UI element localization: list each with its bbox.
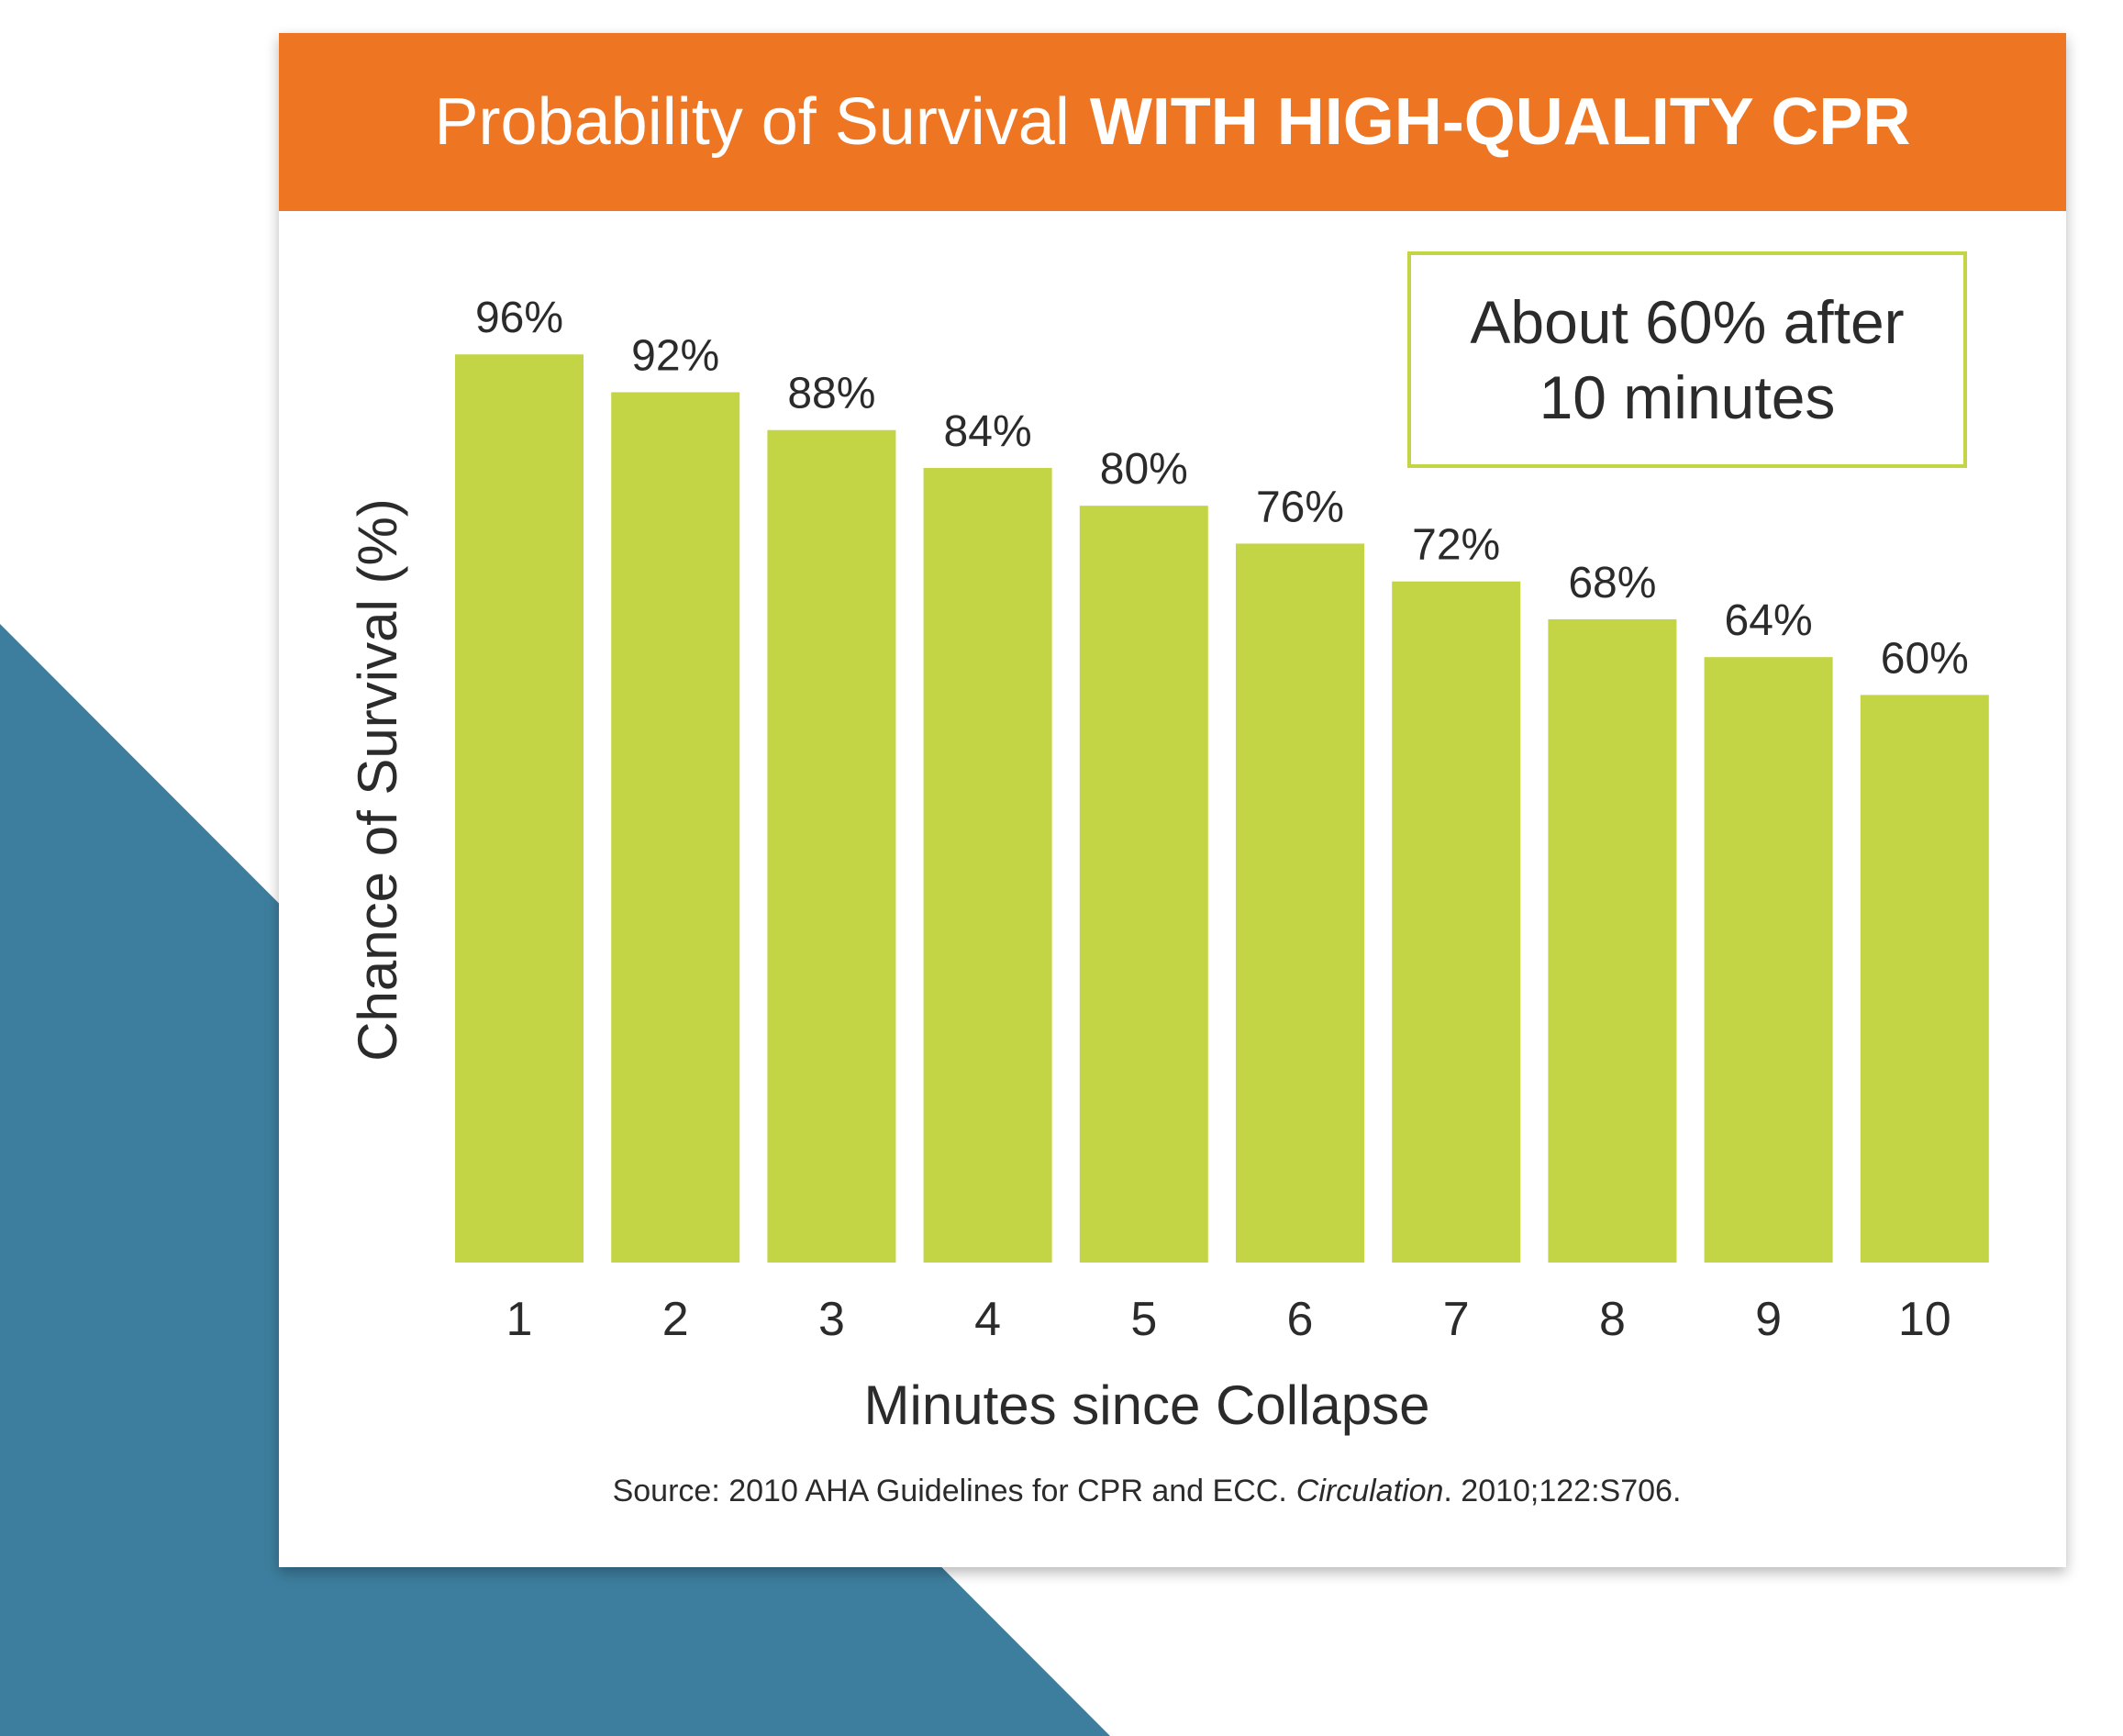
chart-card: Probability of Survival WITH HIGH-QUALIT…	[279, 33, 2066, 1567]
x-tick-label: 1	[506, 1293, 533, 1346]
chart-title-bold: WITH HIGH-QUALITY CPR	[1089, 85, 1911, 159]
bar-minute-7	[1392, 581, 1521, 1263]
callout-text: About 60% after 10 minutes	[1470, 288, 1905, 431]
bar-value-label: 92%	[631, 331, 719, 380]
bars-group	[455, 354, 1989, 1263]
bar-minute-5	[1079, 506, 1208, 1263]
x-axis-label: Minutes since Collapse	[864, 1374, 1430, 1436]
value-labels-group: 96% 92% 88% 84% 80% 76% 72% 68% 64% 60%	[475, 294, 1969, 683]
x-tick-label: 10	[1898, 1293, 1951, 1346]
bar-minute-9	[1704, 657, 1833, 1263]
x-tick-label: 5	[1130, 1293, 1157, 1346]
bar-value-label: 84%	[944, 407, 1032, 456]
bar-minute-8	[1548, 618, 1677, 1263]
bar-chart: 96% 92% 88% 84% 80% 76% 72% 68% 64% 60% 1 2 3 4 5 6 7 8 9…	[347, 294, 1989, 1508]
x-tick-label: 9	[1755, 1293, 1782, 1346]
bar-value-label: 64%	[1725, 596, 1813, 645]
bar-minute-2	[611, 392, 740, 1263]
x-tick-label: 6	[1287, 1293, 1314, 1346]
bar-value-label: 76%	[1256, 483, 1344, 531]
x-tick-label: 8	[1599, 1293, 1626, 1346]
bar-minute-1	[455, 354, 584, 1263]
bar-minute-6	[1236, 543, 1364, 1263]
x-tick-label: 4	[974, 1293, 1001, 1346]
bar-value-label: 68%	[1568, 559, 1656, 607]
bar-minute-4	[923, 467, 1052, 1263]
bar-value-label: 88%	[787, 370, 875, 418]
chart-title-light: Probability of Survival	[434, 85, 1070, 159]
bar-minute-3	[767, 429, 896, 1263]
bar-minute-10	[1860, 695, 1989, 1263]
callout-box: About 60% after 10 minutes	[1407, 251, 1967, 468]
y-axis-label: Chance of Survival (%)	[347, 498, 408, 1062]
x-tick-label: 2	[662, 1293, 689, 1346]
bar-value-label: 80%	[1100, 445, 1188, 494]
chart-header: Probability of Survival WITH HIGH-QUALIT…	[279, 33, 2066, 211]
source-prefix: Source: 2010 AHA Guidelines for CPR and …	[613, 1474, 1287, 1508]
x-tick-label: 3	[818, 1293, 845, 1346]
x-tick-label: 7	[1443, 1293, 1470, 1346]
bar-value-label: 60%	[1881, 634, 1969, 683]
bar-value-label: 96%	[475, 294, 563, 342]
source-suffix: . 2010;122:S706.	[1443, 1474, 1681, 1508]
source-journal: Circulation	[1296, 1474, 1444, 1508]
source-citation: Source: 2010 AHA Guidelines for CPR and …	[613, 1474, 1682, 1508]
bar-value-label: 72%	[1412, 521, 1500, 570]
x-tick-labels-group: 1 2 3 4 5 6 7 8 9 10	[506, 1293, 1951, 1346]
